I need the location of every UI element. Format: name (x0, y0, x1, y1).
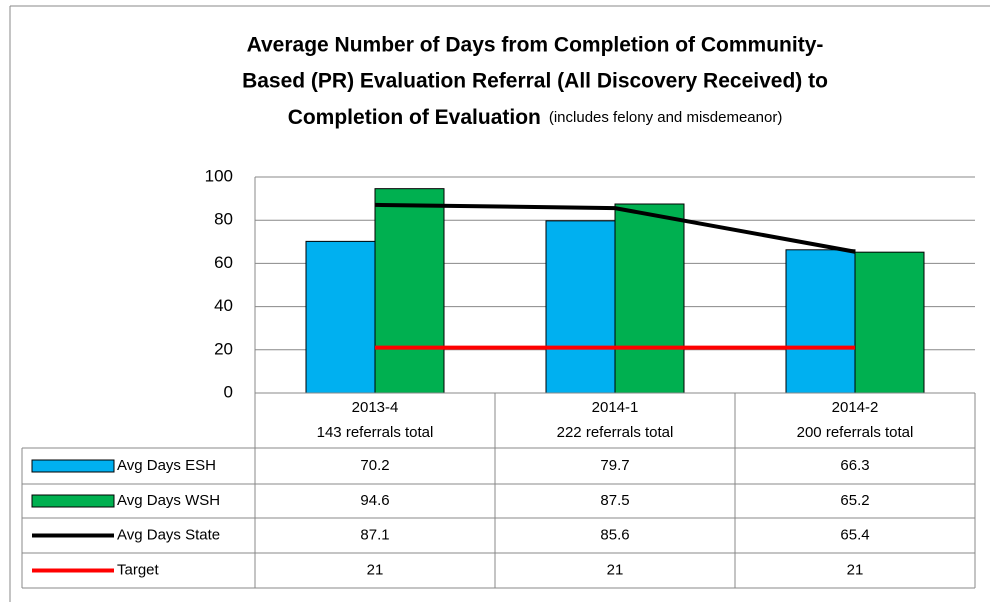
x-tick-note: 222 referrals total (557, 424, 674, 441)
table-value: 70.2 (360, 457, 389, 474)
y-tick-label: 60 (214, 253, 233, 272)
bar (614, 203, 685, 394)
y-tick-label: 80 (214, 210, 233, 229)
chart-title: Based (PR) Evaluation Referral (All Disc… (242, 70, 828, 93)
table-value: 21 (367, 561, 384, 578)
legend-label: Avg Days State (117, 526, 220, 543)
table-value: 66.3 (840, 457, 869, 474)
bar (854, 251, 925, 394)
legend-label: Avg Days ESH (117, 457, 216, 474)
table-value: 65.4 (840, 526, 869, 543)
table-value: 85.6 (600, 526, 629, 543)
table-value: 94.6 (360, 492, 389, 509)
table-value: 21 (607, 561, 624, 578)
line-series (374, 202, 856, 254)
y-tick-label: 0 (224, 382, 233, 401)
x-tick-note: 143 referrals total (317, 424, 434, 441)
legend-label: Avg Days WSH (117, 492, 220, 509)
x-tick-label: 2013-4 (352, 399, 399, 416)
table-value: 79.7 (600, 457, 629, 474)
chart-title: Average Number of Days from Completion o… (247, 34, 824, 57)
table-value: 65.2 (840, 492, 869, 509)
bar (545, 220, 616, 394)
bar (374, 188, 445, 394)
y-tick-label: 100 (205, 166, 233, 185)
chart-title-line: Completion of Evaluation (includes felony… (288, 106, 783, 129)
legend-swatch (31, 494, 115, 508)
x-tick-note: 200 referrals total (797, 424, 914, 441)
subtitle: (includes felony and misdemeanor) (549, 109, 782, 126)
y-tick-label: 20 (214, 339, 233, 358)
table-value: 21 (847, 561, 864, 578)
x-tick-label: 2014-1 (592, 399, 639, 416)
bar (785, 249, 856, 394)
x-tick-label: 2014-2 (832, 399, 879, 416)
bar (305, 240, 376, 394)
legend-swatch (31, 459, 115, 473)
table-value: 87.5 (600, 492, 629, 509)
chart-title: Completion of Evaluation (288, 106, 541, 129)
table-value: 87.1 (360, 526, 389, 543)
y-tick-label: 40 (214, 296, 233, 315)
legend-label: Target (117, 561, 160, 578)
